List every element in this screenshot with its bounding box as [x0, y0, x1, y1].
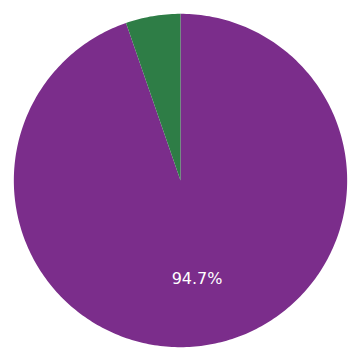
svg-text:94.7%: 94.7% — [172, 269, 223, 288]
